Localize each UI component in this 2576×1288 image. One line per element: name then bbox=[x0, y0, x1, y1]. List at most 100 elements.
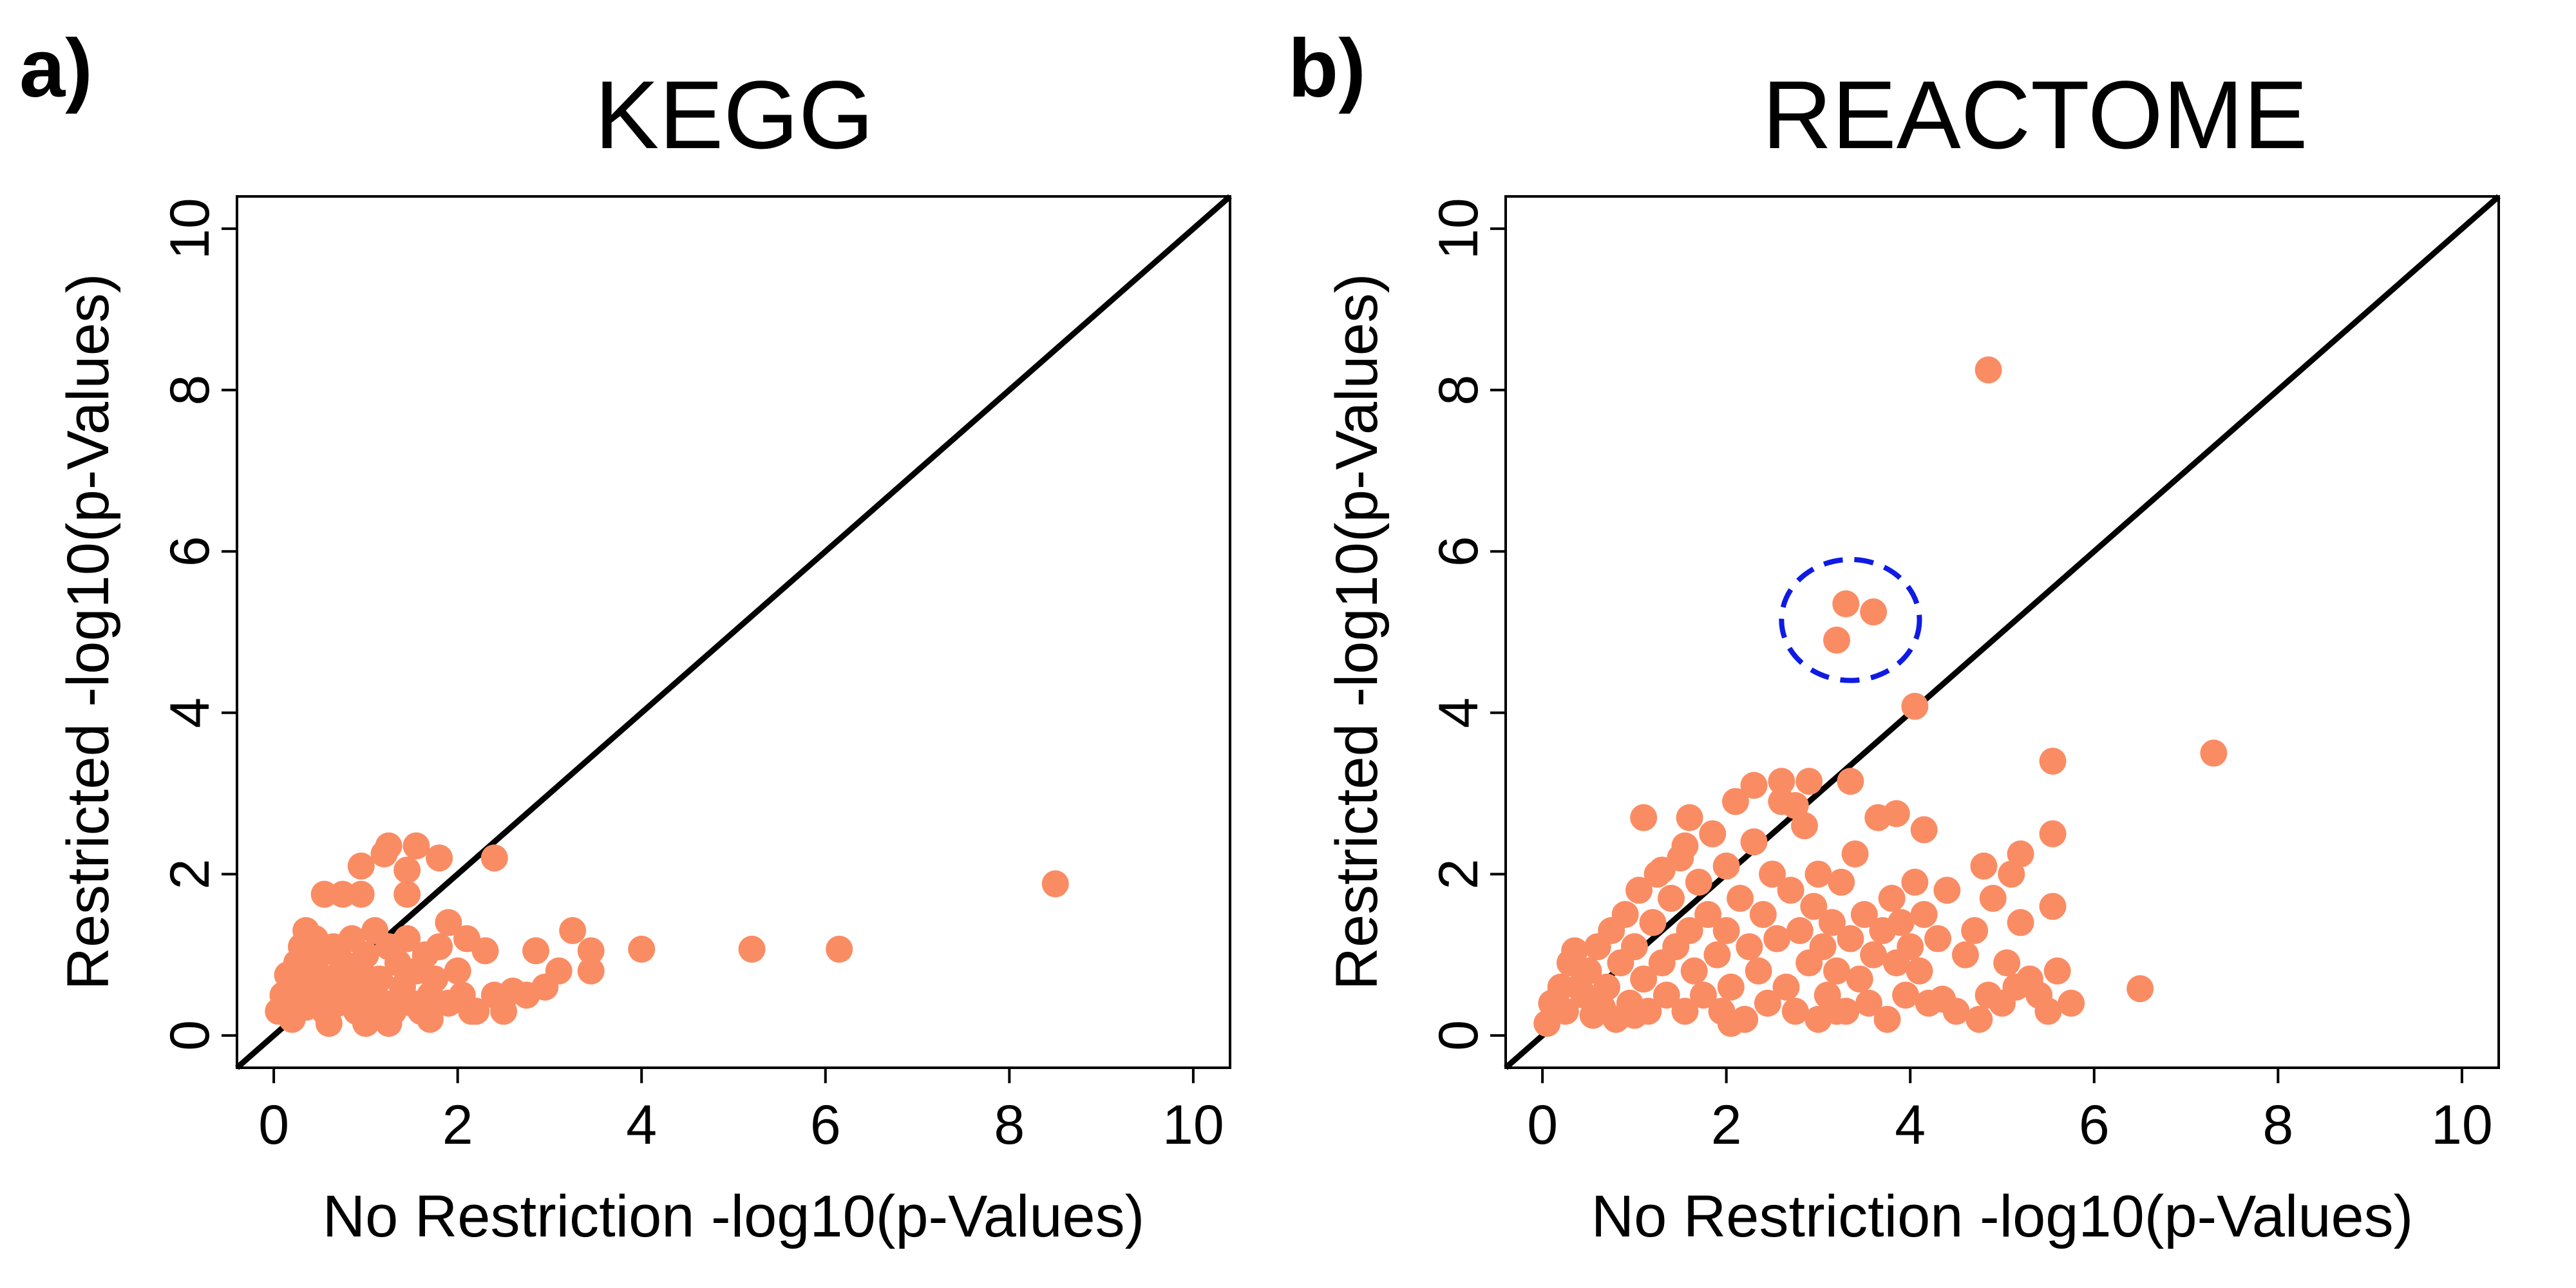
data-point bbox=[1837, 925, 1864, 952]
data-point bbox=[1676, 804, 1703, 831]
panel-a-plot-area: 0 2 4 6 8 10 0 2 4 6 8 10 bbox=[159, 194, 1232, 1156]
panel-b-ticks: 0 2 4 6 8 10 0 2 4 6 8 10 bbox=[1428, 198, 2493, 1156]
panel-a-identity-line bbox=[235, 194, 1232, 1070]
panel-a-letter: a) bbox=[19, 23, 93, 115]
panel-b-highlight-ellipse bbox=[1779, 556, 1922, 683]
data-point bbox=[402, 832, 430, 860]
data-point bbox=[1680, 957, 1708, 985]
data-point bbox=[1828, 868, 1855, 896]
data-point bbox=[1740, 828, 1768, 856]
x-tick-label: 2 bbox=[442, 1094, 473, 1156]
data-point bbox=[1630, 804, 1658, 831]
data-point bbox=[426, 844, 453, 872]
data-point bbox=[1630, 965, 1658, 993]
panel-a: a) KEGG 0 2 4 6 8 10 0 2 4 6 8 10 No Restriction -l… bbox=[19, 23, 1232, 1249]
y-tick-label: 0 bbox=[1428, 1020, 1490, 1051]
data-point bbox=[352, 1010, 379, 1037]
data-point bbox=[1588, 994, 1616, 1021]
data-point bbox=[1712, 852, 1740, 880]
data-point bbox=[1993, 949, 2021, 977]
data-point bbox=[826, 935, 853, 963]
data-point bbox=[1910, 900, 1938, 928]
data-point bbox=[1837, 768, 1864, 795]
data-point bbox=[297, 977, 325, 1005]
data-point bbox=[1933, 876, 1961, 904]
data-point bbox=[1804, 860, 1832, 888]
panel-b-plot-area: 0 2 4 6 8 10 0 2 4 6 8 10 bbox=[1428, 194, 2501, 1156]
data-point bbox=[435, 909, 462, 936]
x-tick-label: 0 bbox=[1527, 1094, 1558, 1156]
data-point bbox=[2039, 893, 2067, 920]
data-point bbox=[1823, 627, 1850, 654]
panel-b-y-axis-label: Restricted -log10(p-Values) bbox=[1324, 274, 1390, 990]
panel-a-y-axis-label: Restricted -log10(p-Values) bbox=[55, 274, 121, 990]
y-tick-label: 0 bbox=[159, 1020, 221, 1051]
data-point bbox=[522, 937, 550, 965]
data-point bbox=[1979, 884, 2007, 912]
data-point bbox=[274, 961, 301, 989]
x-tick-label: 0 bbox=[258, 1094, 289, 1156]
data-point bbox=[1727, 884, 1754, 912]
panel-b-x-axis-label: No Restriction -log10(p-Values) bbox=[1591, 1184, 2414, 1249]
data-point bbox=[315, 1010, 343, 1037]
data-point bbox=[1611, 900, 1639, 928]
data-point bbox=[1892, 981, 1920, 1009]
data-point bbox=[1658, 884, 1685, 912]
data-point bbox=[1781, 791, 1809, 819]
data-point bbox=[2043, 957, 2071, 985]
data-point bbox=[1768, 768, 1795, 795]
data-point bbox=[1795, 768, 1823, 795]
data-point bbox=[416, 1005, 444, 1033]
data-point bbox=[1786, 917, 1814, 945]
data-point bbox=[2039, 820, 2067, 848]
data-point bbox=[1625, 876, 1653, 904]
x-tick-label: 2 bbox=[1711, 1094, 1742, 1156]
x-tick-label: 8 bbox=[2262, 1094, 2293, 1156]
panel-b-points bbox=[1533, 356, 2228, 1037]
data-point bbox=[1873, 1005, 1901, 1033]
data-point bbox=[559, 917, 587, 945]
data-point bbox=[1818, 909, 1846, 936]
data-point bbox=[545, 957, 573, 985]
y-tick-label: 4 bbox=[1428, 697, 1490, 728]
data-point bbox=[1951, 941, 1979, 969]
data-point bbox=[2007, 840, 2034, 868]
data-point bbox=[1685, 868, 1712, 896]
x-tick-label: 6 bbox=[810, 1094, 841, 1156]
data-point bbox=[458, 998, 486, 1025]
x-tick-label: 8 bbox=[994, 1094, 1025, 1156]
data-point bbox=[490, 998, 518, 1025]
data-point bbox=[1832, 590, 1860, 618]
data-point bbox=[352, 941, 379, 969]
data-point bbox=[1800, 893, 1828, 920]
data-point bbox=[2007, 909, 2034, 936]
y-tick-label: 8 bbox=[1428, 375, 1490, 406]
data-point bbox=[1965, 1005, 1993, 1033]
data-point bbox=[1759, 860, 1786, 888]
data-point bbox=[628, 935, 656, 963]
data-point bbox=[1699, 820, 1727, 848]
data-point bbox=[2058, 989, 2085, 1017]
panel-a-x-axis-label: No Restriction -log10(p-Values) bbox=[323, 1184, 1145, 1249]
panel-a-frame bbox=[236, 195, 1231, 1069]
data-point bbox=[1901, 868, 1929, 896]
data-point bbox=[375, 832, 402, 860]
data-point bbox=[2200, 739, 2228, 767]
data-point bbox=[1772, 973, 1800, 1001]
data-point bbox=[1841, 840, 1869, 868]
data-point bbox=[1897, 933, 1924, 961]
data-point bbox=[1639, 909, 1667, 936]
data-point bbox=[480, 844, 508, 872]
data-point bbox=[1855, 989, 1882, 1017]
data-point bbox=[2126, 975, 2154, 1003]
data-point bbox=[1781, 998, 1809, 1025]
data-point bbox=[444, 957, 471, 985]
data-point bbox=[1961, 917, 1989, 945]
data-point bbox=[347, 880, 375, 908]
data-point bbox=[1975, 356, 2002, 384]
data-point bbox=[426, 933, 453, 961]
data-point bbox=[738, 935, 766, 963]
y-tick-label: 6 bbox=[159, 536, 221, 567]
data-point bbox=[1736, 933, 1763, 961]
